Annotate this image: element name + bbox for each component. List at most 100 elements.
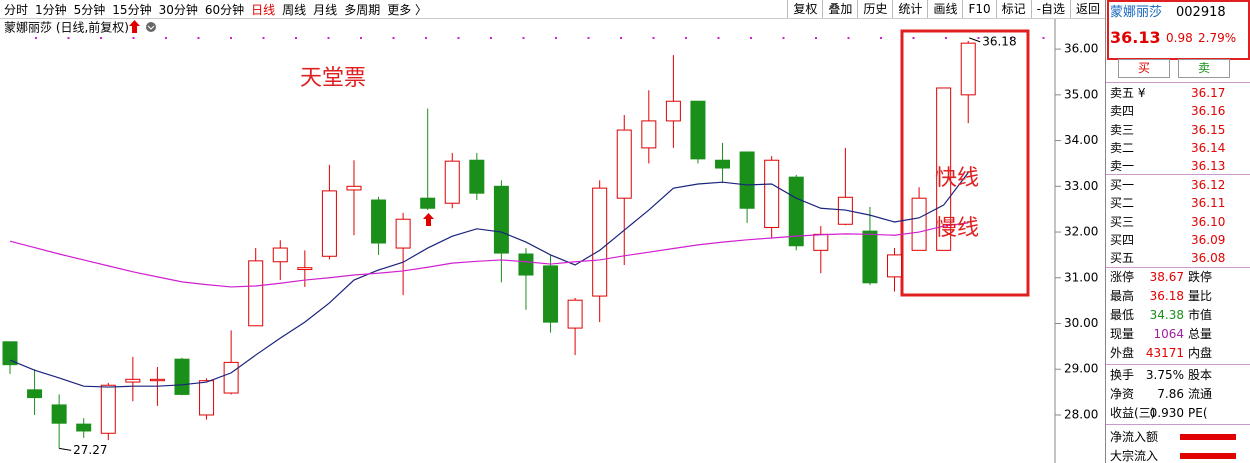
marker-dot xyxy=(100,37,102,39)
tool-button[interactable]: -自选 xyxy=(1030,0,1070,18)
tool-button[interactable]: 统计 xyxy=(892,0,927,18)
tool-button[interactable]: 历史 xyxy=(857,0,892,18)
period-tab[interactable]: 5分钟 xyxy=(73,2,106,17)
row-label: 净资 xyxy=(1110,387,1135,401)
y-tick-label: 30.00 xyxy=(1064,316,1098,330)
period-tab[interactable]: 更多 〉 xyxy=(387,2,428,17)
menu-icon xyxy=(146,22,156,32)
candle-body xyxy=(371,199,387,244)
row-extra: 股本 xyxy=(1188,368,1213,382)
candle-body xyxy=(223,361,239,394)
row-label: 买四 xyxy=(1110,232,1135,247)
period-tab[interactable]: 日线 xyxy=(251,2,276,17)
marker-dot xyxy=(620,37,622,39)
row-extra: PE( xyxy=(1188,406,1208,420)
y-tick-label: 33.00 xyxy=(1064,179,1098,193)
y-tick-label: 35.00 xyxy=(1064,87,1098,101)
y-tick-label: 28.00 xyxy=(1064,407,1098,421)
candle-body xyxy=(911,197,927,251)
row-label: 收益(三) xyxy=(1110,406,1156,420)
candle-body xyxy=(395,218,411,249)
marker-dot xyxy=(165,37,167,39)
tool-button[interactable]: 画线 xyxy=(927,0,962,18)
tool-button[interactable]: 复权 xyxy=(787,0,822,18)
annotation: 天堂票 xyxy=(300,66,366,91)
candle-body xyxy=(764,159,780,228)
stock-name: 蒙娜丽莎 xyxy=(1110,5,1163,20)
marker-dot xyxy=(685,37,687,39)
period-tab[interactable]: 1分钟 xyxy=(35,2,67,17)
candle-body xyxy=(493,185,509,254)
marker-dot xyxy=(522,37,525,39)
candle-body xyxy=(936,87,952,251)
row-extra: 市值 xyxy=(1188,308,1213,322)
marker-dot xyxy=(717,37,720,39)
period-tabs: 分时 1分钟 5分钟 15分钟 30分钟 60分钟 日线 周线 月线 多周期 更多 〉 xyxy=(0,0,434,18)
buy-button[interactable]: 买 xyxy=(1118,59,1170,78)
period-tab[interactable]: 月线 xyxy=(313,2,338,17)
marker-dot xyxy=(782,37,785,39)
candle-body xyxy=(788,176,804,247)
flow-label: 大宗流入 xyxy=(1110,449,1159,463)
marker-dot xyxy=(750,37,752,39)
tool-button[interactable]: 返回 xyxy=(1069,0,1105,18)
arrow-icon xyxy=(129,20,140,33)
period-tab[interactable]: 周线 xyxy=(282,2,307,17)
tool-button[interactable]: 叠加 xyxy=(822,0,857,18)
menu-icon-chevron xyxy=(147,25,155,30)
candle-body xyxy=(174,358,190,395)
marker-dot xyxy=(262,37,265,39)
y-tick-label: 29.00 xyxy=(1064,362,1098,376)
sell-button[interactable]: 卖 xyxy=(1178,59,1230,78)
candle-body xyxy=(616,129,632,199)
row-label: 买三 xyxy=(1110,214,1135,229)
divider xyxy=(1106,174,1250,175)
marker-dot xyxy=(977,37,980,39)
series-label: 快线 xyxy=(935,166,979,191)
marker-dot xyxy=(847,37,850,39)
marker-dot xyxy=(1042,37,1045,39)
candle-body xyxy=(297,267,313,271)
candle-body xyxy=(27,389,43,399)
row-value: 36.18 xyxy=(1149,289,1184,303)
row-label: 换手 xyxy=(1110,368,1135,382)
row-label: 最高 xyxy=(1110,289,1135,303)
marker-dots xyxy=(35,37,1045,39)
candle-body xyxy=(321,190,337,257)
period-tab[interactable]: 分时 xyxy=(4,2,29,17)
chart-title: 蒙娜丽莎 (日线,前复权) xyxy=(4,20,129,35)
highlight-box xyxy=(900,29,1030,297)
candle-body xyxy=(543,265,559,323)
flow-bar xyxy=(1180,453,1236,459)
row-value: 36.10 xyxy=(1191,214,1226,229)
period-tab[interactable]: 60分钟 xyxy=(204,2,245,17)
candle-body xyxy=(813,233,829,251)
candle-body xyxy=(248,260,264,327)
candle-body xyxy=(837,196,853,225)
candle-body xyxy=(960,42,976,96)
candle-body xyxy=(665,100,681,122)
marker-dot xyxy=(327,37,330,39)
tool-button[interactable]: 标记 xyxy=(995,0,1031,18)
toolbar: 分时 1分钟 5分钟 15分钟 30分钟 60分钟 日线 周线 月线 多周期 更多 〉 复权 叠加 历史… xyxy=(0,0,1105,19)
period-tab[interactable]: 30分钟 xyxy=(158,2,198,17)
marker-dot xyxy=(457,37,460,39)
marker-dot xyxy=(230,37,232,39)
row-value: 36.14 xyxy=(1191,140,1226,155)
period-tab[interactable]: 15分钟 xyxy=(112,2,152,17)
high-pointer xyxy=(969,37,981,43)
candle-body xyxy=(887,254,903,278)
high-label: 36.18 xyxy=(982,34,1016,48)
marker-dot xyxy=(132,37,135,39)
row-label: 涨停 xyxy=(1110,270,1135,284)
row-value: 0.930 xyxy=(1149,406,1184,420)
row-value: 36.15 xyxy=(1191,122,1226,137)
candle-body xyxy=(469,159,485,194)
marker-dot xyxy=(880,37,882,39)
marker-dot xyxy=(425,37,427,39)
row-label: 现量 xyxy=(1110,327,1135,341)
tool-button[interactable]: F10 xyxy=(962,0,995,18)
row-extra: 内盘 xyxy=(1188,346,1213,360)
period-tab[interactable]: 多周期 xyxy=(344,2,381,17)
